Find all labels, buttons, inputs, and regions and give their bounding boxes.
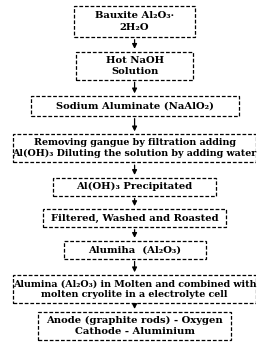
Text: Anode (graphite rods) - Oxygen
Cathode - Aluminium: Anode (graphite rods) - Oxygen Cathode -… [46, 316, 223, 336]
FancyBboxPatch shape [63, 241, 206, 259]
Text: Removing gangue by filtration adding
Al(OH)₃ Diluting the solution by adding wat: Removing gangue by filtration adding Al(… [12, 138, 257, 158]
FancyBboxPatch shape [76, 52, 193, 80]
Text: Bauxite Al₂O₃·
2H₂O: Bauxite Al₂O₃· 2H₂O [95, 11, 174, 31]
Text: Sodium Aluminate (NaAlO₂): Sodium Aluminate (NaAlO₂) [56, 101, 214, 110]
FancyBboxPatch shape [53, 178, 216, 196]
Text: Filtered, Washed and Roasted: Filtered, Washed and Roasted [51, 213, 218, 222]
FancyBboxPatch shape [43, 209, 226, 227]
FancyBboxPatch shape [38, 312, 231, 340]
Text: Alumiha  (Al₂O₃): Alumiha (Al₂O₃) [88, 245, 181, 254]
Text: Alumina (Al₂O₃) in Molten and combined with
molten cryolite in a electrolyte cel: Alumina (Al₂O₃) in Molten and combined w… [13, 279, 256, 299]
FancyBboxPatch shape [13, 134, 256, 162]
Text: Al(OH)₃ Precipitated: Al(OH)₃ Precipitated [76, 182, 193, 191]
Text: Hot NaOH
Solution: Hot NaOH Solution [105, 56, 164, 76]
FancyBboxPatch shape [13, 275, 256, 303]
FancyBboxPatch shape [74, 6, 196, 37]
FancyBboxPatch shape [31, 96, 239, 116]
